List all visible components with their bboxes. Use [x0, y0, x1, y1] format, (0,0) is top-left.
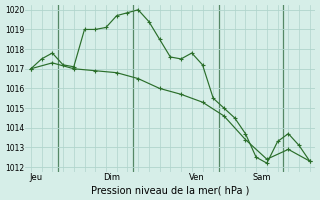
X-axis label: Pression niveau de la mer( hPa ): Pression niveau de la mer( hPa )	[91, 185, 250, 195]
